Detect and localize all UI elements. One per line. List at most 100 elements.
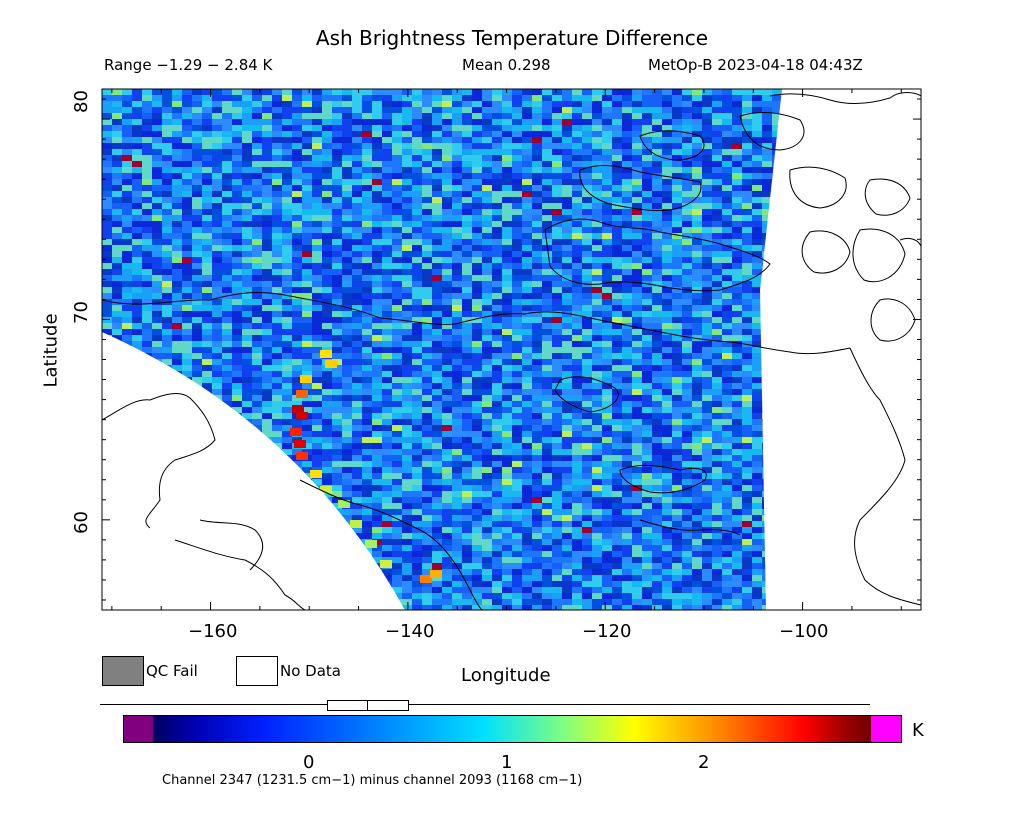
swath-pixel <box>182 155 193 162</box>
swath-pixel <box>782 287 793 294</box>
swath-pixel <box>392 371 403 378</box>
swath-pixel <box>302 143 313 150</box>
swath-pixel <box>412 311 423 318</box>
swath-pixel <box>672 383 683 390</box>
swath-pixel <box>672 407 683 414</box>
swath-pixel <box>132 293 143 300</box>
swath-pixel <box>732 323 743 330</box>
swath-pixel <box>412 509 423 516</box>
swath-pixel <box>322 179 333 186</box>
swath-pixel <box>732 143 743 150</box>
swath-pixel <box>382 395 393 402</box>
swath-pixel <box>782 473 793 480</box>
swath-pixel <box>602 431 613 438</box>
swath-pixel <box>602 209 613 216</box>
swath-pixel <box>442 101 453 108</box>
swath-pixel <box>602 275 613 282</box>
swath-pixel <box>162 365 173 372</box>
swath-pixel <box>662 329 673 336</box>
swath-pixel <box>762 269 773 276</box>
swath-pixel <box>782 497 793 504</box>
swath-pixel <box>662 95 673 102</box>
swath-pixel <box>502 335 513 342</box>
swath-pixel <box>782 323 793 330</box>
swath-pixel <box>782 251 793 258</box>
swath-pixel <box>412 137 423 144</box>
swath-pixel <box>532 365 543 372</box>
swath-pixel <box>652 359 663 366</box>
swath-pixel <box>182 437 193 444</box>
swath-pixel <box>132 167 143 174</box>
swath-pixel <box>572 455 583 462</box>
swath-pixel <box>372 455 383 462</box>
swath-pixel <box>642 137 653 144</box>
swath-pixel <box>582 395 593 402</box>
swath-pixel <box>572 221 583 228</box>
swath-pixel <box>122 461 133 468</box>
swath-pixel <box>212 311 223 318</box>
swath-pixel <box>322 215 333 222</box>
swath-pixel <box>272 179 283 186</box>
swath-pixel <box>102 431 113 438</box>
swath-pixel <box>192 449 203 456</box>
swath-pixel <box>282 503 293 510</box>
swath-pixel <box>352 425 363 432</box>
swath-pixel <box>332 239 343 246</box>
swath-pixel <box>652 425 663 432</box>
swath-pixel <box>612 215 623 222</box>
swath-pixel <box>742 257 753 264</box>
swath-pixel <box>572 467 583 474</box>
swath-pixel <box>342 95 353 102</box>
swath-pixel <box>732 311 743 318</box>
swath-pixel <box>592 311 603 318</box>
swath-pixel <box>632 221 643 228</box>
swath-pixel <box>322 311 333 318</box>
swath-pixel <box>412 329 423 336</box>
swath-pixel <box>502 395 513 402</box>
swath-pixel <box>662 509 673 516</box>
swath-pixel <box>392 125 403 132</box>
swath-pixel <box>462 407 473 414</box>
swath-pixel <box>202 461 213 468</box>
swath-pixel <box>112 407 123 414</box>
swath-pixel <box>352 509 363 516</box>
swath-pixel <box>742 515 753 522</box>
swath-pixel <box>382 245 393 252</box>
swath-pixel <box>772 329 782 336</box>
swath-pixel <box>692 107 703 114</box>
swath-pixel <box>682 137 693 144</box>
swath-pixel <box>502 107 513 114</box>
swath-pixel <box>252 473 263 480</box>
swath-pixel <box>652 299 663 306</box>
swath-pixel <box>102 215 113 222</box>
swath-pixel <box>542 167 553 174</box>
swath-pixel <box>662 323 673 330</box>
swath-pixel <box>672 143 683 150</box>
swath-pixel <box>322 137 333 144</box>
swath-pixel <box>322 461 333 468</box>
swath-pixel <box>152 257 163 264</box>
swath-pixel <box>742 209 753 216</box>
swath-pixel <box>372 227 383 234</box>
swath-pixel <box>402 365 413 372</box>
swath-pixel <box>572 191 583 198</box>
swath-pixel <box>212 359 223 366</box>
swath-pixel <box>432 125 443 132</box>
swath-pixel <box>712 353 723 360</box>
swath-pixel <box>372 395 383 402</box>
swath-pixel <box>352 269 363 276</box>
swath-pixel <box>572 203 583 210</box>
swath-pixel <box>152 383 163 390</box>
swath-pixel <box>142 95 153 102</box>
swath-pixel <box>732 497 743 504</box>
swath-pixel <box>102 251 113 258</box>
swath-pixel <box>312 437 323 444</box>
swath-pixel <box>192 515 203 522</box>
swath-pixel <box>242 251 253 258</box>
swath-pixel <box>692 305 703 312</box>
swath-pixel <box>572 347 583 354</box>
swath-pixel <box>372 131 383 138</box>
swath-pixel <box>302 467 313 474</box>
swath-pixel <box>732 377 743 384</box>
swath-pixel <box>642 245 653 252</box>
